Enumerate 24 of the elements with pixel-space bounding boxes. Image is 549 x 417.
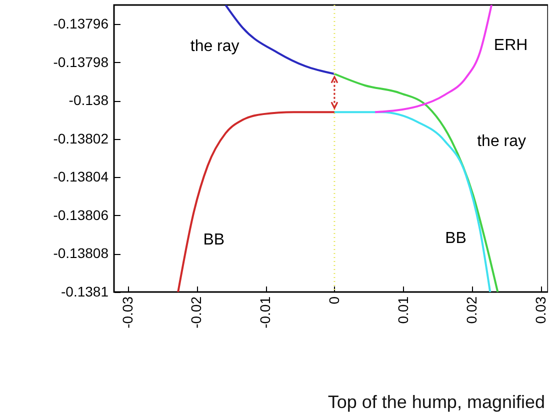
x-tick-label: 0.01 [394, 296, 411, 324]
x-tick-label: -0.03 [119, 296, 136, 328]
line-series [374, 5, 493, 114]
y-tick-label: -0.13798 [53, 54, 109, 70]
series-label: ERH [494, 36, 528, 54]
y-tick-label: -0.138 [68, 92, 109, 108]
x-tick-label: 0 [326, 296, 342, 304]
y-tick-label: -0.13804 [53, 168, 109, 185]
series-label: the ray [477, 132, 526, 150]
series-label: BB [203, 232, 225, 249]
y-tick-label: -0.1381 [61, 284, 109, 300]
y-tick-label: -0.13796 [53, 16, 109, 32]
x-tick-label: 0.03 [532, 296, 549, 324]
x-tick-label: -0.02 [188, 296, 204, 328]
y-tick-label: -0.13806 [53, 206, 109, 223]
y-tick-label: -0.13808 [53, 245, 109, 262]
line-series [333, 72, 499, 292]
text: Top of the hump, magnified [328, 392, 545, 413]
y-tick-label: -0.13802 [53, 130, 109, 146]
x-tick-label: -0.01 [257, 296, 274, 328]
series-label: BB [445, 230, 466, 247]
x-tick-label: 0.02 [464, 296, 480, 324]
line-series [177, 111, 336, 292]
series-label: the ray [190, 38, 240, 55]
